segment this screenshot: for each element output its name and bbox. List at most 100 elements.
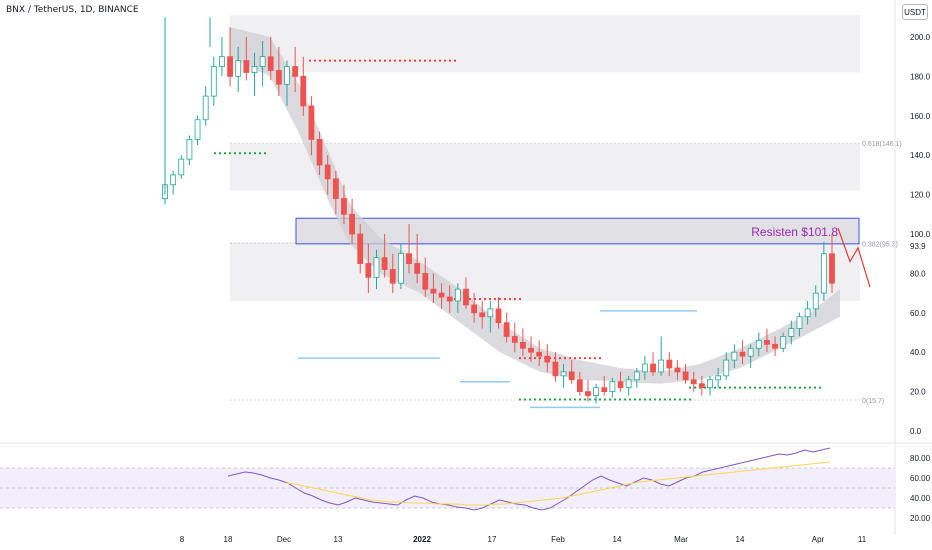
support-dots bbox=[783, 386, 787, 389]
support-dots bbox=[538, 398, 542, 401]
support-dots bbox=[228, 152, 232, 155]
candle-body bbox=[227, 56, 233, 77]
resistance-dots bbox=[358, 59, 362, 62]
candle-body bbox=[300, 76, 307, 107]
resistance-dots bbox=[368, 59, 372, 62]
resistance-dots bbox=[513, 297, 517, 301]
support-dots bbox=[693, 386, 697, 389]
x-tick-label: Mar bbox=[674, 535, 688, 544]
candle-body bbox=[698, 383, 705, 389]
candle-body bbox=[292, 66, 299, 77]
support-dots bbox=[758, 386, 762, 389]
support-dots bbox=[718, 386, 722, 389]
y-tick-label: 40.0 bbox=[910, 348, 926, 357]
candle-body bbox=[511, 336, 518, 343]
resistance-dots bbox=[393, 59, 397, 62]
candle-body bbox=[650, 363, 656, 373]
support-dots bbox=[593, 398, 597, 401]
resistance-dots bbox=[323, 59, 327, 62]
candle-body bbox=[666, 359, 673, 369]
support-dots bbox=[233, 152, 237, 155]
resistance-dots bbox=[583, 357, 587, 360]
candle-body bbox=[755, 339, 762, 349]
candle-body bbox=[349, 213, 355, 235]
candle-body bbox=[202, 95, 209, 121]
candle-body bbox=[373, 257, 380, 278]
resistance-dots bbox=[558, 357, 562, 360]
support-dots bbox=[673, 398, 677, 401]
resistance-dots bbox=[373, 59, 377, 62]
candle-body bbox=[528, 347, 534, 353]
support-dots bbox=[533, 398, 537, 401]
resistance-dots bbox=[588, 357, 592, 360]
candle-body bbox=[438, 292, 445, 298]
resistance-dots bbox=[518, 357, 522, 360]
candle-body bbox=[625, 379, 632, 389]
candle-body bbox=[731, 351, 738, 361]
x-tick-label: Feb bbox=[551, 535, 565, 544]
currency-badge[interactable]: USDT bbox=[902, 4, 928, 20]
resistance-dots bbox=[403, 59, 407, 62]
resistance-dots bbox=[418, 59, 422, 62]
candle-body bbox=[804, 308, 811, 318]
candle-body bbox=[576, 379, 583, 392]
x-tick-label: Dec bbox=[277, 535, 291, 544]
candle-body bbox=[235, 60, 242, 77]
x-tick-label: 8 bbox=[180, 535, 185, 544]
candle-body bbox=[715, 375, 722, 381]
candle-body bbox=[544, 355, 551, 363]
resistance-label: Resisten $101.8 bbox=[751, 225, 838, 239]
support-dots bbox=[788, 386, 792, 389]
candle-body bbox=[210, 66, 217, 97]
candle-body bbox=[568, 371, 575, 381]
support-dots bbox=[688, 386, 692, 389]
top-zone bbox=[230, 15, 860, 73]
support-dots bbox=[563, 398, 567, 401]
resistance-dots bbox=[573, 357, 577, 360]
y-tick-label: 140.0 bbox=[910, 151, 931, 160]
resistance-dots bbox=[468, 297, 472, 301]
candle-body bbox=[365, 263, 372, 278]
y-tick-label: 20.0 bbox=[910, 388, 926, 397]
resistance-box bbox=[295, 217, 860, 245]
support-dots bbox=[243, 152, 247, 155]
candle-body bbox=[178, 158, 185, 176]
support-dots bbox=[548, 398, 552, 401]
candle-body bbox=[186, 139, 193, 160]
candle-body bbox=[617, 381, 624, 389]
x-tick-label: 13 bbox=[334, 535, 343, 544]
resistance-dots bbox=[498, 297, 502, 301]
rsi-line bbox=[227, 447, 831, 511]
x-tick-label: 2022 bbox=[413, 535, 431, 544]
candle-body bbox=[381, 257, 388, 270]
support-dots bbox=[648, 398, 652, 401]
support-dots bbox=[768, 386, 772, 389]
resistance-dots bbox=[408, 59, 412, 62]
candle-body bbox=[812, 292, 819, 310]
candle-body bbox=[658, 359, 665, 373]
support-dots bbox=[743, 386, 747, 389]
candle-body bbox=[471, 304, 477, 314]
resistance-dots bbox=[443, 59, 447, 62]
resistance-dots bbox=[308, 59, 312, 62]
candle-body bbox=[829, 253, 835, 284]
support-dots bbox=[663, 398, 667, 401]
candle-body bbox=[707, 379, 713, 389]
resistance-dots bbox=[423, 59, 427, 62]
fib-label: 0.382(95.3) bbox=[862, 241, 898, 248]
candle-body bbox=[259, 56, 266, 67]
resistance-dots bbox=[428, 59, 432, 62]
candle-body bbox=[682, 371, 689, 381]
resistance-dots bbox=[523, 357, 527, 360]
support-dots bbox=[623, 398, 627, 401]
rsi-tick-label: 20.00 bbox=[910, 514, 931, 523]
candle-body bbox=[430, 288, 437, 294]
resistance-dots bbox=[363, 59, 367, 62]
x-tick-label: 17 bbox=[488, 535, 497, 544]
fib-label: 0(15.7) bbox=[862, 398, 884, 405]
support-dots bbox=[528, 398, 532, 401]
resistance-dots bbox=[518, 297, 522, 301]
last-price-label: 93.9 bbox=[910, 242, 926, 251]
resistance-dots bbox=[348, 59, 352, 62]
